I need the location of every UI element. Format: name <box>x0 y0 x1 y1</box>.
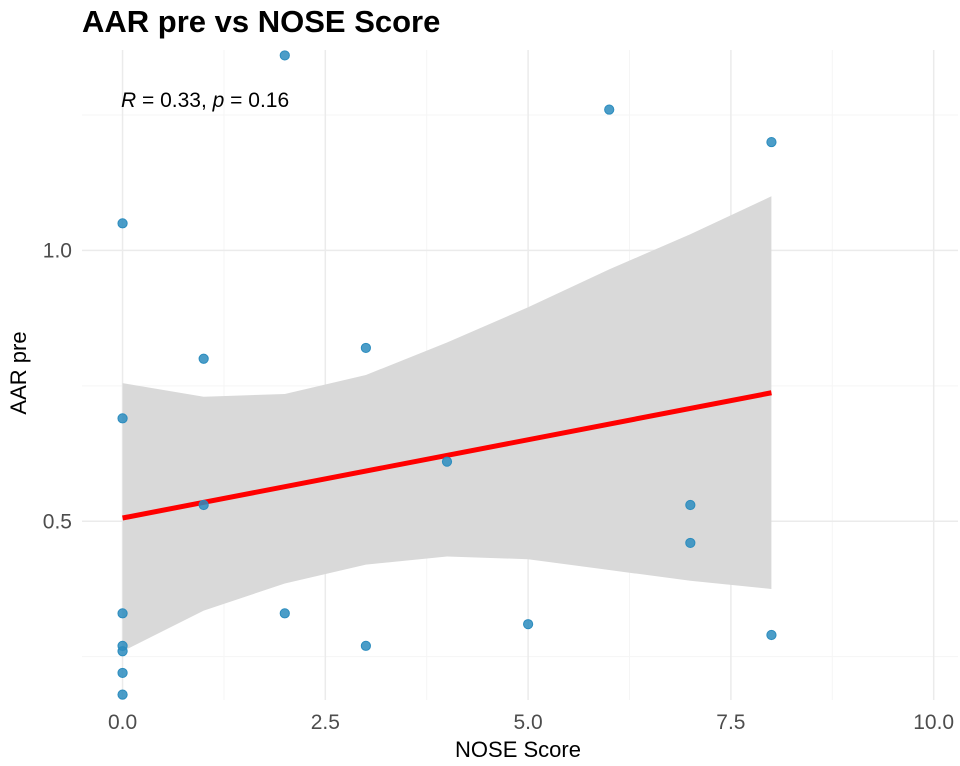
x-tick-label: 7.5 <box>716 711 745 734</box>
annotation-r-symbol: R <box>121 89 136 112</box>
data-point <box>766 629 777 641</box>
data-point <box>198 499 209 511</box>
data-point <box>766 136 777 148</box>
x-tick-label: 10.0 <box>913 711 954 734</box>
data-point <box>685 499 696 511</box>
chart-title: AAR pre vs NOSE Score <box>82 4 441 39</box>
annotation-p-symbol: p <box>212 89 225 112</box>
data-point <box>117 608 128 619</box>
data-points <box>117 50 777 700</box>
y-axis-title: AAR pre <box>6 331 31 414</box>
x-axis-title: NOSE Score <box>455 737 581 762</box>
x-axis-tick-labels: 0.0 2.5 5.0 7.5 10.0 <box>108 711 954 734</box>
y-axis-tick-labels: 0.5 1.0 <box>43 239 72 533</box>
annotation-p-value: = 0.16 <box>224 89 289 112</box>
x-tick-label: 5.0 <box>514 711 543 734</box>
data-point <box>117 689 128 700</box>
x-tick-label: 0.0 <box>108 711 137 734</box>
data-point <box>117 646 128 657</box>
data-point <box>604 104 615 115</box>
correlation-annotation: R = 0.33, p = 0.16 <box>121 89 289 112</box>
y-tick-label: 0.5 <box>43 510 72 533</box>
data-point <box>117 413 128 424</box>
x-tick-label: 2.5 <box>311 711 340 734</box>
y-tick-label: 1.0 <box>43 239 72 262</box>
data-point <box>685 537 696 549</box>
data-point <box>523 619 534 630</box>
data-point <box>117 667 128 679</box>
annotation-r-value: = 0.33, <box>136 89 212 112</box>
data-point <box>360 342 371 354</box>
data-point <box>279 50 290 61</box>
data-point <box>279 608 290 619</box>
data-point <box>441 456 453 467</box>
data-point <box>360 640 371 651</box>
regression-line <box>122 390 772 521</box>
confidence-band <box>122 196 772 652</box>
data-point <box>198 353 209 364</box>
data-point <box>117 218 128 229</box>
